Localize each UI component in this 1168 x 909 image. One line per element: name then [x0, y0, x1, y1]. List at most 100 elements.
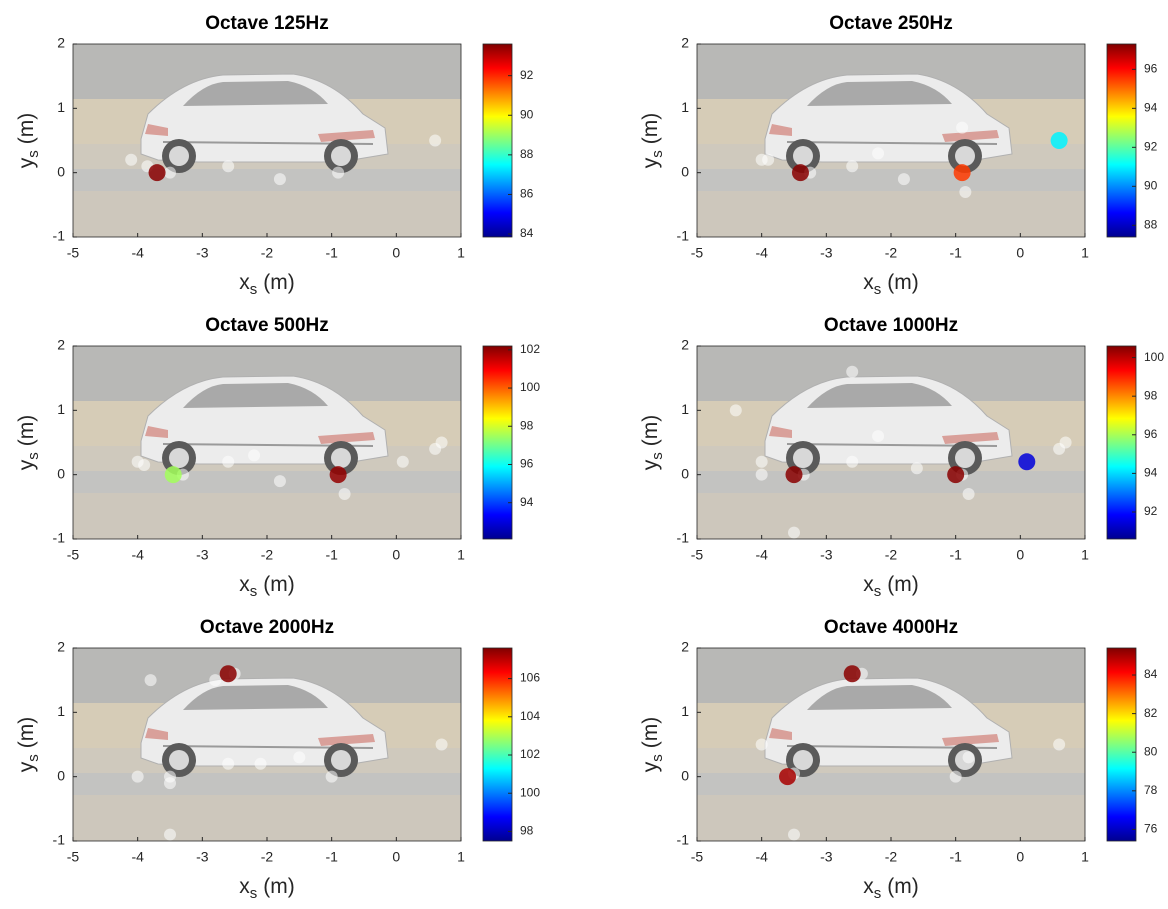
faint-source: [846, 160, 859, 173]
colorbar-tick-label: 92: [1144, 139, 1158, 153]
background-image: [697, 44, 1085, 237]
label-unit: (m): [639, 415, 662, 446]
x-tick-label: -1: [325, 547, 338, 563]
faint-source: [959, 185, 972, 198]
colorbar-tick-label: 104: [520, 709, 540, 723]
plot-area: [729, 365, 1072, 539]
colorbar-tick-label: 76: [1144, 822, 1158, 836]
colorbar-tick-label: 94: [1144, 101, 1158, 115]
colorbar: [482, 43, 513, 238]
x-tick-label: 1: [457, 849, 465, 865]
y-axis-label: ys (m): [639, 415, 666, 470]
colorbar-tick-label: 102: [520, 342, 540, 356]
y-axis-label: ys (m): [15, 717, 42, 772]
y-tick-label: 1: [57, 703, 65, 719]
y-tick-label: 2: [681, 639, 689, 655]
source: [164, 466, 182, 484]
y-tick-label: 2: [57, 35, 65, 51]
x-tick-label: -2: [261, 849, 274, 865]
source: [843, 665, 861, 683]
colorbar-tick-label: 100: [1144, 350, 1164, 364]
faint-source: [1053, 738, 1066, 751]
label-unit: (m): [887, 271, 918, 294]
faint-source: [338, 487, 351, 500]
label-main: x: [239, 271, 250, 294]
colorbar-tick-label: 82: [1144, 706, 1158, 720]
faint-source: [164, 828, 176, 841]
faint-source: [396, 455, 409, 468]
x-tick-label: -2: [885, 547, 898, 563]
x-tick-label: 1: [1081, 245, 1089, 261]
subplot-title: Octave 2000Hz: [200, 617, 334, 638]
label-unit: (m): [887, 573, 918, 596]
y-axis-label: ys (m): [639, 113, 666, 168]
faint-source: [872, 147, 885, 160]
source: [148, 164, 166, 182]
label-sub: s: [250, 885, 258, 902]
faint-source: [949, 770, 962, 783]
colorbar: [1106, 647, 1137, 842]
colorbar-tick-label: 80: [1144, 744, 1158, 758]
faint-source: [209, 674, 222, 687]
faint-source: [293, 751, 306, 764]
faint-source: [222, 455, 235, 468]
faint-source: [788, 828, 800, 841]
colorbar-tick-label: 96: [520, 457, 534, 471]
x-tick-label: -3: [196, 547, 209, 563]
background-image: [73, 648, 461, 841]
label-sub: s: [874, 583, 882, 600]
colorbar-tick-label: 88: [1144, 217, 1158, 231]
y-tick-label: 1: [681, 401, 689, 417]
faint-source: [144, 674, 157, 687]
label-main: y: [15, 761, 38, 772]
y-tick-label: -1: [53, 832, 66, 848]
label-main: x: [863, 271, 874, 294]
x-tick-label: -4: [131, 245, 144, 261]
colorbar-tick-label: 88: [520, 147, 534, 161]
label-main: x: [239, 875, 250, 898]
faint-source: [846, 455, 859, 468]
x-axis-label: xs (m): [239, 271, 294, 298]
label-sub: s: [25, 452, 42, 460]
y-axis-label: ys (m): [15, 415, 42, 470]
x-tick-label: -5: [691, 245, 704, 261]
x-tick-label: 0: [392, 547, 400, 563]
label-unit: (m): [639, 717, 662, 748]
faint-source: [762, 153, 775, 166]
colorbar-tick-label: 90: [1144, 178, 1158, 192]
y-tick-label: 0: [681, 465, 689, 481]
faint-source: [254, 757, 267, 770]
label-sub: s: [649, 452, 666, 460]
x-tick-label: 0: [1016, 849, 1024, 865]
x-tick-label: 1: [1081, 849, 1089, 865]
background-image: [73, 44, 461, 237]
plot-area: [755, 665, 1066, 841]
colorbar-tick-label: 92: [1144, 504, 1158, 518]
x-tick-label: -4: [131, 849, 144, 865]
colorbar-tick-label: 96: [1144, 62, 1158, 76]
colorbar-tick-label: 98: [520, 824, 534, 838]
faint-source: [273, 173, 286, 186]
label-sub: s: [874, 885, 882, 902]
source: [1050, 132, 1068, 149]
faint-source: [729, 404, 742, 417]
background-image: [697, 346, 1085, 539]
source: [791, 164, 809, 182]
source: [785, 466, 803, 484]
x-tick-label: 1: [457, 245, 465, 261]
y-tick-label: -1: [677, 832, 690, 848]
colorbar-tick-label: 84: [1144, 667, 1158, 681]
colorbar: [1106, 43, 1137, 238]
faint-source: [962, 751, 975, 764]
faint-source: [429, 134, 442, 147]
source: [1018, 453, 1036, 471]
label-main: y: [15, 459, 38, 470]
subplot-title: Octave 4000Hz: [824, 617, 958, 638]
x-tick-label: -3: [196, 245, 209, 261]
subplot-title: Octave 250Hz: [829, 13, 953, 34]
faint-source: [131, 770, 144, 783]
colorbar-tick-label: 94: [520, 495, 534, 509]
y-tick-label: 1: [681, 703, 689, 719]
